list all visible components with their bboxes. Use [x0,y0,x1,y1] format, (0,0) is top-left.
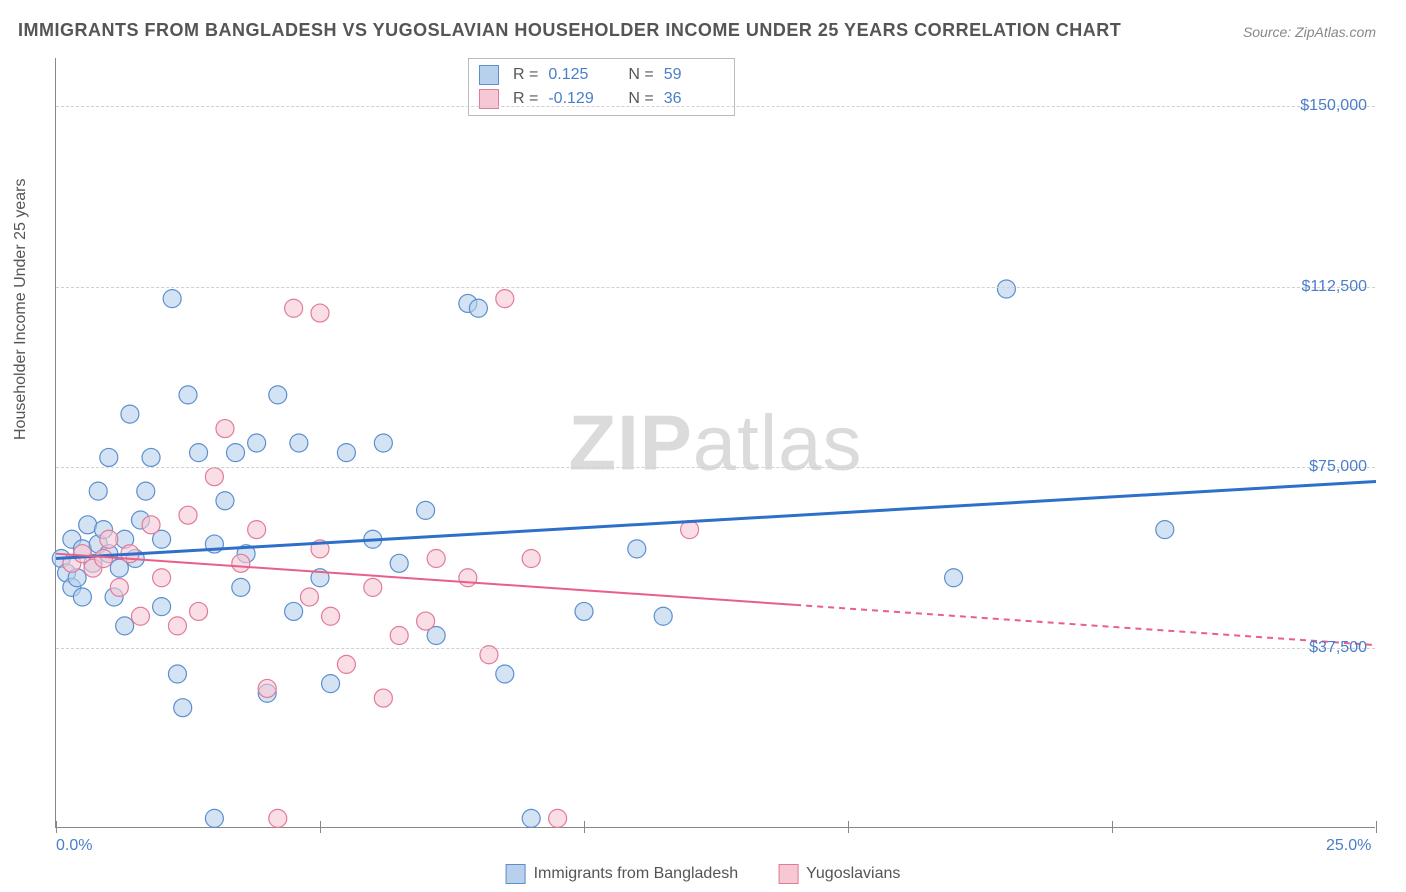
trend-line-dashed [795,605,1376,645]
data-point [522,809,540,827]
data-point [496,290,514,308]
data-point [73,588,91,606]
x-tick [56,821,57,833]
data-point [142,516,160,534]
data-point [190,602,208,620]
data-point [337,655,355,673]
data-point [100,448,118,466]
x-tick [1112,821,1113,833]
gridline [56,287,1375,288]
data-point [269,386,287,404]
data-point [374,434,392,452]
data-point [390,627,408,645]
data-point [179,506,197,524]
data-point [1156,521,1174,539]
legend-item-0: Immigrants from Bangladesh [506,864,739,884]
chart-container: IMMIGRANTS FROM BANGLADESH VS YUGOSLAVIA… [0,0,1406,892]
data-point [190,444,208,462]
legend-label-1: Yugoslavians [806,865,900,883]
x-tick-label: 25.0% [1326,837,1371,855]
data-point [417,501,435,519]
data-point [168,665,186,683]
plot-area: ZIPatlas R = 0.125 N = 59 R = -0.129 N =… [55,58,1375,828]
data-point [628,540,646,558]
data-point [153,598,171,616]
data-point [300,588,318,606]
y-axis-label: Householder Income Under 25 years [12,179,30,440]
legend-swatch-1 [778,864,798,884]
legend-swatch-0 [506,864,526,884]
data-point [337,444,355,462]
data-point [290,434,308,452]
data-point [227,444,245,462]
data-point [496,665,514,683]
data-point [95,550,113,568]
data-point [575,602,593,620]
data-point [179,386,197,404]
data-point [116,617,134,635]
data-point [311,304,329,322]
bottom-legend: Immigrants from Bangladesh Yugoslavians [506,864,901,884]
data-point [110,578,128,596]
data-point [285,602,303,620]
data-point [549,809,567,827]
data-point [269,809,287,827]
data-point [142,448,160,466]
legend-label-0: Immigrants from Bangladesh [534,865,739,883]
data-point [216,420,234,438]
data-point [248,434,266,452]
data-point [364,578,382,596]
trend-line [56,482,1376,559]
data-point [121,405,139,423]
data-point [417,612,435,630]
data-point [322,675,340,693]
data-point [168,617,186,635]
data-point [322,607,340,625]
data-point [131,607,149,625]
data-point [390,554,408,572]
x-tick [1376,821,1377,833]
data-point [163,290,181,308]
data-point [100,530,118,548]
data-point [232,578,250,596]
data-point [945,569,963,587]
data-point [205,468,223,486]
y-tick-label: $150,000 [1300,97,1367,115]
x-tick-label: 0.0% [56,837,92,855]
data-point [469,299,487,317]
data-point [258,679,276,697]
gridline [56,106,1375,107]
data-point [997,280,1015,298]
data-point [248,521,266,539]
data-point [459,569,477,587]
data-point [174,699,192,717]
data-point [89,482,107,500]
data-point [216,492,234,510]
x-tick [848,821,849,833]
x-tick [320,821,321,833]
y-tick-label: $37,500 [1309,639,1367,657]
data-point [374,689,392,707]
source-label: Source: ZipAtlas.com [1243,24,1376,40]
data-point [153,569,171,587]
data-point [654,607,672,625]
data-point [427,550,445,568]
plot-svg [56,58,1375,827]
y-tick-label: $75,000 [1309,458,1367,476]
gridline [56,648,1375,649]
y-tick-label: $112,500 [1301,278,1367,296]
legend-item-1: Yugoslavians [778,864,900,884]
x-tick [584,821,585,833]
data-point [79,516,97,534]
data-point [285,299,303,317]
data-point [232,554,250,572]
data-point [522,550,540,568]
data-point [137,482,155,500]
chart-title: IMMIGRANTS FROM BANGLADESH VS YUGOSLAVIA… [18,20,1121,41]
data-point [205,809,223,827]
gridline [56,467,1375,468]
